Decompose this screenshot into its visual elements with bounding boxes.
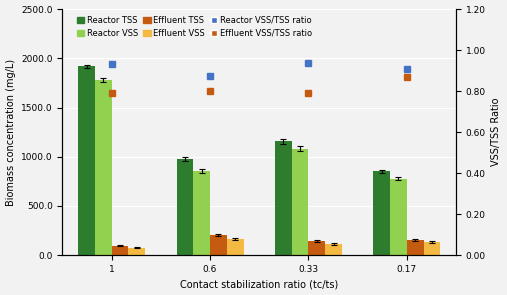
Bar — [308, 241, 325, 255]
Y-axis label: VSS/TSS Ratio: VSS/TSS Ratio — [491, 98, 501, 166]
X-axis label: Contact stabilization ratio (tc/ts): Contact stabilization ratio (tc/ts) — [180, 279, 338, 289]
Bar — [176, 159, 193, 255]
Bar — [210, 235, 227, 255]
Bar — [275, 142, 292, 255]
Bar — [407, 240, 423, 255]
Bar — [227, 239, 243, 255]
Bar — [193, 171, 210, 255]
Bar — [292, 149, 308, 255]
Bar — [423, 242, 440, 255]
Bar — [95, 80, 112, 255]
Legend: Reactor TSS, Reactor VSS, Effluent TSS, Effluent VSS, Reactor VSS/TSS ratio, Eff: Reactor TSS, Reactor VSS, Effluent TSS, … — [75, 13, 315, 40]
Bar — [325, 244, 342, 255]
Bar — [112, 246, 128, 255]
Bar — [390, 179, 407, 255]
Bar — [373, 171, 390, 255]
Bar — [78, 66, 95, 255]
Y-axis label: Biomass concentration (mg/L): Biomass concentration (mg/L) — [6, 58, 16, 206]
Bar — [128, 248, 145, 255]
